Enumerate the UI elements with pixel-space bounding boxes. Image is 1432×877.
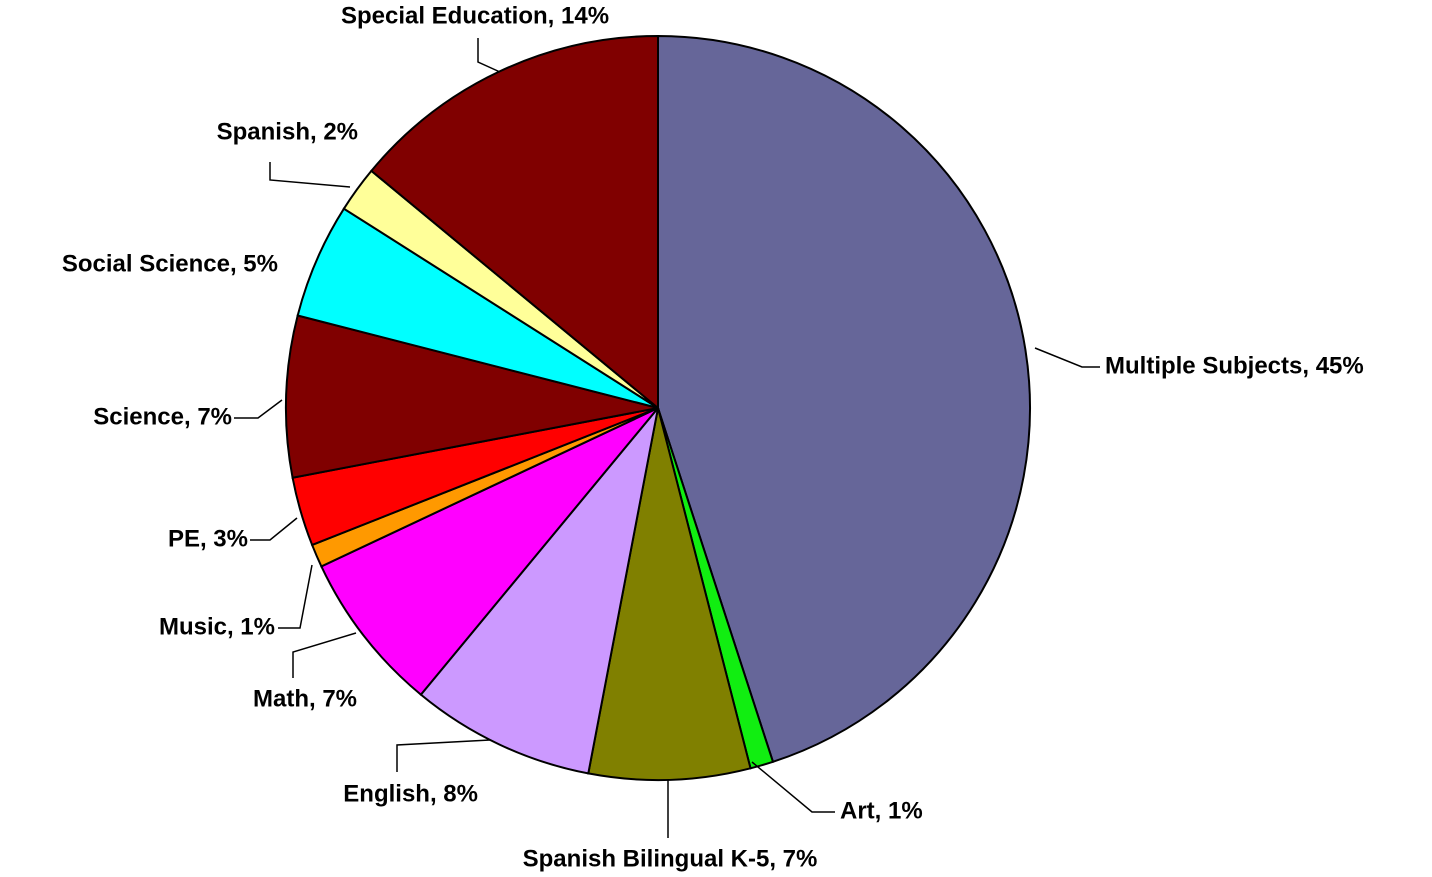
data-label: Special Education, 14%	[341, 2, 609, 29]
data-label: Science, 7%	[93, 403, 232, 430]
leader-line	[250, 517, 298, 541]
leader-line	[269, 162, 351, 188]
data-label: English, 8%	[343, 780, 478, 807]
leader-line	[1034, 347, 1100, 368]
pie-slice	[419, 407, 659, 775]
data-label: Music, 1%	[159, 613, 275, 640]
data-label: PE, 3%	[168, 525, 248, 552]
data-label: Social Science, 5%	[62, 250, 278, 277]
data-label: Spanish, 2%	[217, 118, 358, 145]
pie-slice	[587, 407, 752, 781]
leader-line	[278, 564, 313, 629]
data-label: Art, 1%	[840, 797, 923, 824]
data-label: Spanish Bilingual K-5, 7%	[523, 845, 818, 872]
leader-line	[234, 399, 283, 419]
leader-line	[477, 38, 501, 73]
pie-slice	[285, 314, 659, 479]
leader-line	[751, 761, 835, 813]
pie-slice	[657, 34, 1031, 764]
pie-slice	[320, 407, 659, 697]
leader-line	[396, 739, 491, 772]
leader-line	[292, 632, 357, 678]
data-label: Math, 7%	[253, 685, 357, 712]
data-label: Multiple Subjects, 45%	[1105, 352, 1364, 379]
